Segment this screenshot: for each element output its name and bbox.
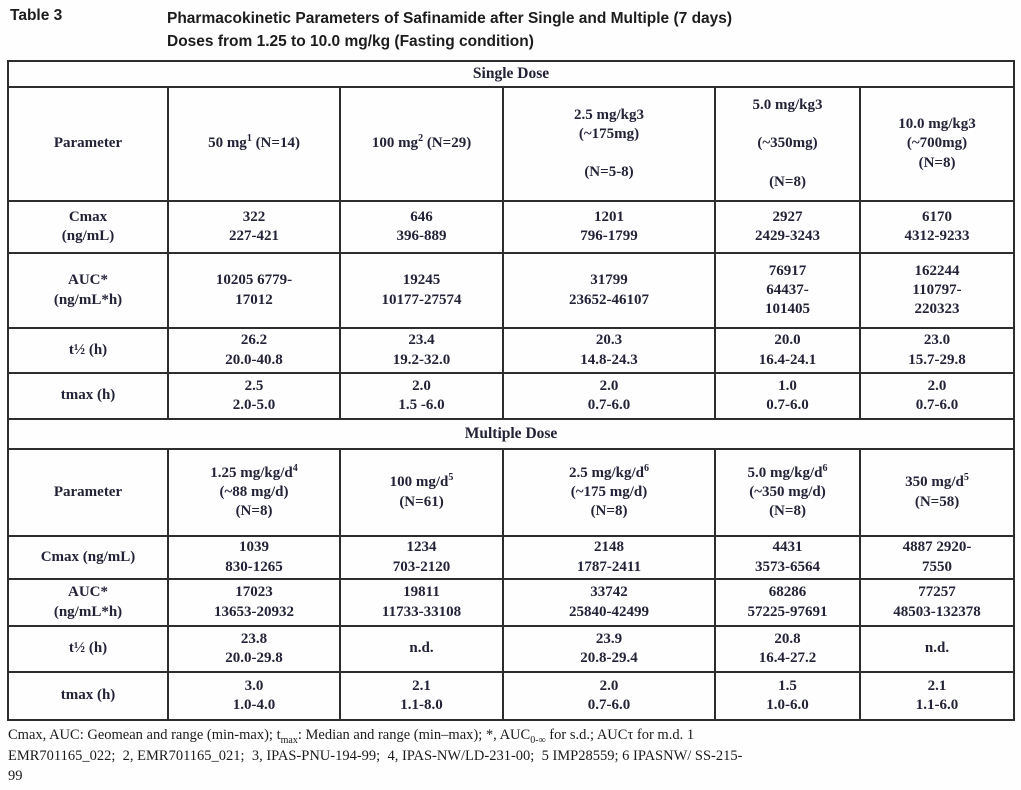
value-cell: 33742 25840-42499 [502,578,716,627]
parameter-row-label: t½ (h) [7,625,169,673]
value-cell: 322 227-421 [167,200,341,254]
value-cell: 31799 23652-46107 [502,252,716,329]
footnote-line: 99 [8,768,23,785]
value-cell: 20.3 14.8-24.3 [502,327,716,374]
value-cell: 162244 110797- 220323 [858,252,1016,329]
value-cell: 1201 796-1799 [502,200,716,254]
value-cell: 1234 703-2120 [339,535,504,580]
value-cell: 17023 13653-20932 [167,578,341,627]
section-band: Multiple Dose [6,418,1016,450]
dose-column-header: 100 mg/d5 (N=61) [339,448,504,537]
value-cell: 68286 57225-97691 [714,578,861,627]
table-title: Pharmacokinetic Parameters of Safinamide… [167,7,732,54]
dose-column-header: 100 mg2 (N=29) [339,86,504,202]
dose-column-header: 5.0 mg/kg/d6 (~350 mg/d) (N=8) [714,448,861,537]
table-footnotes: Cmax, AUC: Geomean and range (min-max); … [8,725,1014,787]
value-cell: 646 396-889 [339,200,504,254]
value-cell: 6170 4312-9233 [858,200,1016,254]
footnote-line: Cmax, AUC: Geomean and range (min-max); … [8,727,695,746]
value-cell: 2.0 0.7-6.0 [502,372,716,420]
dose-column-header: 5.0 mg/kg3 (~350mg) (N=8) [714,86,861,202]
value-cell: 4887 2920- 7550 [858,535,1016,580]
value-cell: n.d. [858,625,1016,673]
value-cell: 76917 64437- 101405 [714,252,861,329]
parameter-row-label: AUC* (ng/mL*h) [7,252,169,329]
dose-column-header: 350 mg/d5 (N=58) [858,448,1016,537]
value-cell: 20.8 16.4-27.2 [714,625,861,673]
value-cell: n.d. [339,625,504,673]
value-cell: 1.0 0.7-6.0 [714,372,861,420]
value-cell: 1.5 1.0-6.0 [714,671,861,721]
dose-column-header: 2.5 mg/kg3 (~175mg) (N=5-8) [502,86,716,202]
dose-column-header: 50 mg1 (N=14) [167,86,341,202]
value-cell: 2.0 1.5 -6.0 [339,372,504,420]
parameter-row-label: tmax (h) [7,671,169,721]
table-title-line2: Doses from 1.25 to 10.0 mg/kg (Fasting c… [167,33,534,51]
value-cell: 3.0 1.0-4.0 [167,671,341,721]
dose-column-header: 1.25 mg/kg/d4 (~88 mg/d) (N=8) [167,448,341,537]
value-cell: 20.0 16.4-24.1 [714,327,861,374]
value-cell: 19245 10177-27574 [339,252,504,329]
value-cell: 2.1 1.1-8.0 [339,671,504,721]
parameter-row-label: AUC* (ng/mL*h) [7,578,169,627]
value-cell: 1039 830-1265 [167,535,341,580]
value-cell: 2.0 0.7-6.0 [858,372,1016,420]
table-title-line1: Pharmacokinetic Parameters of Safinamide… [167,10,733,27]
parameter-row-label: Cmax (ng/mL) [7,535,169,580]
value-cell: 23.0 15.7-29.8 [858,327,1016,374]
dose-column-header: 2.5 mg/kg/d6 (~175 mg/d) (N=8) [502,448,716,537]
table-caption: Table 3 Pharmacokinetic Parameters of Sa… [10,7,1010,54]
value-cell: 23.9 20.8-29.4 [502,625,716,673]
value-cell: 2.0 0.7-6.0 [502,671,716,721]
parameter-column-header: Parameter [7,86,169,202]
value-cell: 77257 48503-132378 [858,578,1016,627]
pk-parameters-table: Single Dose Parameter 50 mg1 (N=14) 100 mg2… [6,60,1016,721]
value-cell: 2.1 1.1-6.0 [858,671,1016,721]
value-cell: 2.5 2.0-5.0 [167,372,341,420]
dose-column-header: 10.0 mg/kg3 (~700mg) (N=8) [858,86,1016,202]
parameter-row-label: Cmax (ng/mL) [7,200,169,254]
value-cell: 23.8 20.0-29.8 [167,625,341,673]
parameter-row-label: tmax (h) [7,372,169,420]
value-cell: 2927 2429-3243 [714,200,861,254]
value-cell: 26.2 20.0-40.8 [167,327,341,374]
table-number: Table 3 [10,7,63,24]
value-cell: 2148 1787-2411 [502,535,716,580]
value-cell: 4431 3573-6564 [714,535,861,580]
section-band: Single Dose [6,60,1016,88]
value-cell: 10205 6779- 17012 [167,252,341,329]
value-cell: 23.4 19.2-32.0 [339,327,504,374]
parameter-row-label: t½ (h) [7,327,169,374]
value-cell: 19811 11733-33108 [339,578,504,627]
parameter-column-header: Parameter [7,448,169,537]
footnote-line: EMR701165_022; 2, EMR701165_021; 3, IPAS… [8,747,743,764]
